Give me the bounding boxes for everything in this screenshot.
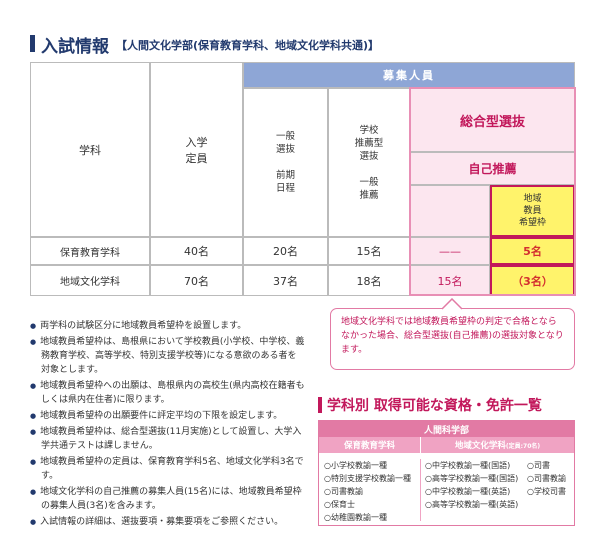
cell: 70名 [150, 265, 243, 296]
text: 募集人員 [383, 69, 435, 82]
note: 地域教員希望枠の定員は、保育教育学科5名、地域文化学科3名です。 [30, 455, 305, 483]
cell: （3名） [490, 265, 575, 296]
header-cell: 地域 教員 希望枠 [490, 185, 575, 237]
callout: 地域文化学科では地域教員希望枠の判定で合格とならなかった場合、総合型選抜(自己推… [330, 308, 575, 370]
text: 選抜 [359, 150, 379, 162]
qual-item: ○司書教諭 [324, 487, 363, 496]
qual-item: ○特別支援学校教諭一種 [324, 474, 411, 483]
qual-row: ○高等学校教諭一種(国語) ○司書教諭 [425, 472, 573, 485]
cell: 5名 [490, 237, 575, 265]
text: 推薦型 [354, 137, 384, 149]
row-label: 地域文化学科 [30, 265, 150, 296]
note: 地域文化学科の自己推薦の募集人員(15名)には、地域教員希望枠の募集人員(3名)… [30, 485, 305, 513]
text: (定員:70名) [505, 442, 541, 450]
row-label: 保育教育学科 [30, 237, 150, 265]
text: 定員 [185, 151, 208, 165]
text: 37名 [273, 274, 298, 288]
header-cell: 学科 [30, 62, 150, 237]
qual-item: ○司書教諭 [527, 474, 566, 483]
subtitle: 【人間文化学部(保育教育学科、地域文化学科共通)】 [116, 39, 380, 52]
text: 教員 [523, 206, 542, 216]
text: 一般 [275, 131, 295, 142]
text: 自己推薦 [468, 162, 517, 176]
section-bar [318, 397, 322, 413]
text: 18名 [356, 274, 382, 288]
qual-row: ○中学校教諭一種(国語) ○司書 [425, 459, 573, 472]
text: 地域文化学科 [60, 277, 120, 288]
text: 地域 [523, 194, 542, 204]
qual-item: ○学校司書 [527, 487, 566, 496]
text: 地域文化学科では地域教員希望枠の判定で合格とならなかった場合、総合型選抜(自己推… [341, 317, 564, 355]
text: 学科 [79, 143, 101, 157]
note: 入試情報の詳細は、選抜要項・募集要項をご参照ください。 [30, 515, 305, 529]
header-cell: 一般 選抜 前期 日程 [243, 88, 328, 237]
text: 15名 [437, 274, 463, 288]
cell: 40名 [150, 237, 243, 265]
text: 40名 [184, 245, 209, 258]
text: 20名 [273, 245, 298, 258]
text: 5名 [523, 245, 542, 258]
text: 推薦 [359, 189, 379, 201]
cell: 18名 [328, 265, 410, 296]
text: 70名 [184, 274, 209, 288]
cell: 15名 [328, 237, 410, 265]
text: 一般 [359, 176, 379, 188]
header-cell: 入学 定員 [150, 62, 243, 237]
note: 両学科の試験区分に地域教員希望枠を設置します。 [30, 319, 305, 333]
qual-list: ○中学校教諭一種(国語) ○司書 ○高等学校教諭一種(国語) ○司書教諭 ○中学校教諭一… [425, 459, 573, 511]
qual-item: ○中学校教諭一種(国語) [425, 461, 511, 470]
header-cell: 自己推薦 [410, 152, 575, 185]
notes: 両学科の試験区分に地域教員希望枠を設置します。地域教員希望枠は、島根県において学… [30, 319, 305, 531]
text: 15名 [356, 245, 382, 258]
text: 総合型選抜 [459, 114, 525, 130]
text: 学校 [359, 124, 379, 136]
section-title: 学科別 取得可能な資格・免許一覧 [327, 398, 542, 414]
qual-item: ○高等学校教諭一種(国語) [425, 474, 519, 483]
qual-faculty: 人間科学部 [319, 421, 574, 437]
qual-header: 地域文化学科 (定員:70名) [421, 437, 574, 453]
note: 地域教員希望枠は、総合型選抜(11月実施)として設置し、大学入学共通テストは課し… [30, 425, 305, 453]
text: 前期 [275, 170, 295, 181]
note: 地域教員希望枠の出願要件に評定平均の下限を設定します。 [30, 409, 305, 423]
cell: 37名 [243, 265, 328, 296]
callout-pointer [441, 298, 463, 310]
text: 保育教育学科 [343, 441, 395, 451]
note: 地域教員希望枠は、島根県において学校教員(小学校、中学校、義務教育学校、高等学校… [30, 335, 305, 377]
text: 保育教育学科 [60, 247, 120, 259]
qual-row: ○中学校教諭一種(英語) ○学校司書 [425, 485, 573, 498]
qual-item: ○中学校教諭一種(英語) [425, 487, 511, 496]
qual-table: 人間科学部 保育教育学科 地域文化学科 (定員:70名) ○小学校教諭一種 ○特別支… [318, 420, 575, 526]
text: 希望枠 [518, 218, 546, 228]
qual-item: ○幼稚園教諭一種 [324, 513, 387, 522]
text: （3名） [512, 274, 553, 288]
empty-cell [410, 185, 490, 237]
title: 入試情報 [41, 37, 109, 57]
text: 地域文化学科 [454, 441, 506, 451]
text: 日程 [275, 183, 295, 194]
text: 人間科学部 [423, 425, 469, 436]
text: —— [439, 244, 461, 258]
cell: —— [410, 237, 490, 265]
qual-item: ○小学校教諭一種 [324, 461, 387, 470]
text: 入学 [185, 135, 208, 149]
note: 地域教員希望枠への出願は、島根県内の高校生(県内高校在籍者もしくは県内在住者)に… [30, 379, 305, 407]
cell: 20名 [243, 237, 328, 265]
qual-item: ○保育士 [324, 500, 355, 509]
qual-item: ○高等学校教諭一種(英語) [425, 500, 519, 509]
text: 選抜 [275, 144, 295, 155]
qual-header: 保育教育学科 [319, 437, 421, 453]
header-cell: 総合型選抜 [410, 88, 575, 152]
qual-item: ○司書 [527, 461, 550, 470]
cell: 15名 [410, 265, 490, 296]
qual-list: ○小学校教諭一種 ○特別支援学校教諭一種 ○司書教諭 ○保育士 ○幼稚園教諭一種 [324, 459, 421, 522]
title-bar [30, 35, 35, 52]
header-cell: 学校 推薦型 選抜一般 推薦 [328, 88, 410, 237]
qual-row: ○高等学校教諭一種(英語) [425, 498, 573, 511]
recruit-header: 募集人員 [243, 62, 575, 88]
